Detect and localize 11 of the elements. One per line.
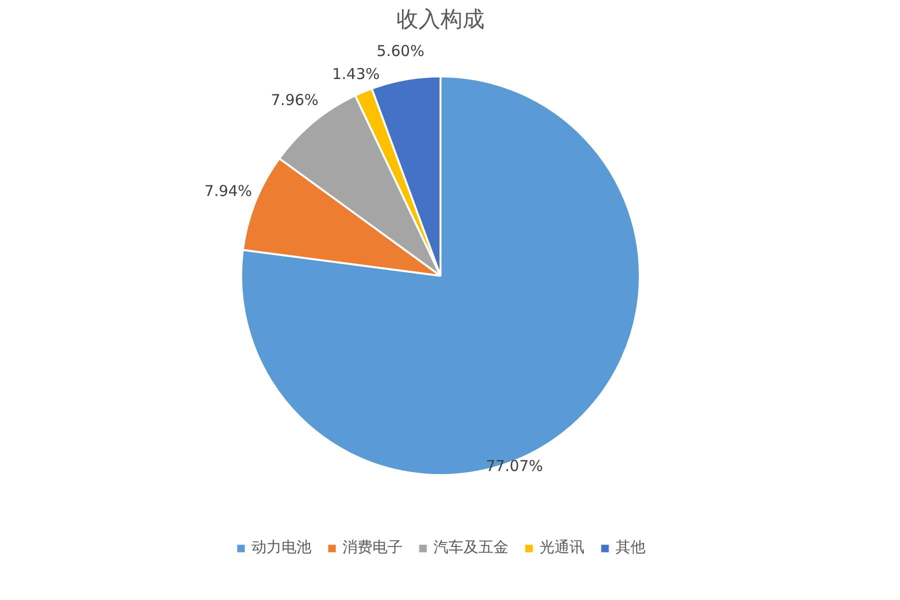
legend-label: 其他 [616, 538, 646, 557]
legend-label: 消费电子 [342, 538, 402, 557]
chart-title: 收入构成 [396, 8, 484, 32]
data-label: 77.07% [486, 457, 544, 476]
legend-label: 动力电池 [252, 538, 312, 557]
data-label: 5.60% [376, 42, 424, 60]
legend-label: 汽车及五金 [434, 538, 508, 557]
legend-label: 光通讯 [540, 538, 584, 557]
data-label: 7.96% [270, 90, 319, 109]
data-label: 1.43% [332, 64, 380, 83]
data-label: 7.94% [204, 182, 252, 200]
